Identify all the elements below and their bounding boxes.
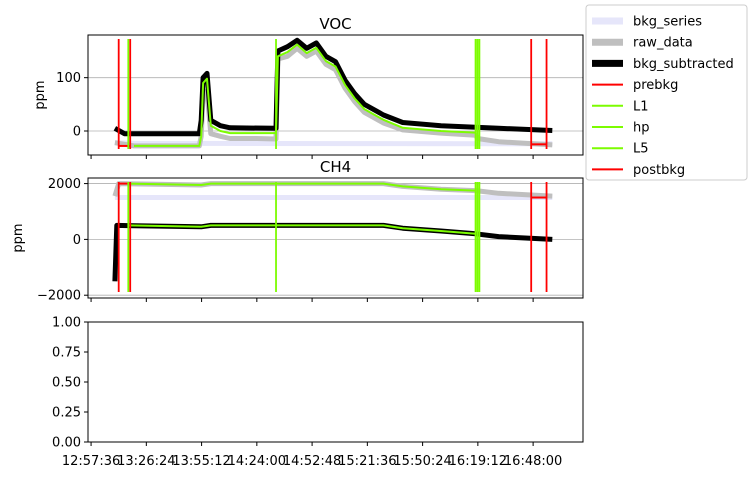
x-tick-label: 14:52:48 xyxy=(283,454,341,469)
y-tick-label: −2000 xyxy=(37,289,81,304)
x-tick-label: 13:26:24 xyxy=(117,454,175,469)
legend-label: L1 xyxy=(633,99,649,114)
y-tick-label: 2000 xyxy=(48,177,81,192)
x-tick-label: 14:24:00 xyxy=(228,454,286,469)
legend-label: bkg_subtracted xyxy=(633,57,734,72)
series-raw_data xyxy=(114,45,553,149)
y-tick-label: 0.25 xyxy=(52,406,81,421)
legend-label: L5 xyxy=(633,142,649,157)
y-tick-label: 0.75 xyxy=(52,346,81,361)
axes-frame xyxy=(87,177,584,299)
axes-frame xyxy=(87,321,584,443)
chart-title: CH4 xyxy=(320,158,351,176)
y-tick-label: 0.50 xyxy=(52,376,81,391)
y-tick-label: 0 xyxy=(73,233,81,248)
x-tick-label: 13:55:12 xyxy=(172,454,230,469)
axes-frame xyxy=(87,34,584,156)
segment-L1 xyxy=(128,182,476,192)
legend-frame xyxy=(585,4,748,181)
plot-area xyxy=(112,181,553,292)
panel-0: 0 100 VOC ppm xyxy=(33,15,584,159)
y-tick-label: 100 xyxy=(56,71,81,86)
y-tick-label: 0 xyxy=(73,125,81,140)
legend-label: hp xyxy=(633,121,650,136)
segment-L1 xyxy=(128,224,476,235)
y-axis-label: ppm xyxy=(33,80,48,109)
x-tick-label: 15:21:36 xyxy=(338,454,396,469)
legend-label: raw_data xyxy=(633,36,693,51)
panel-2: 0.00 0.25 0.50 0.75 1.00 12:57:3613:26:2413:5… xyxy=(52,316,584,469)
x-tick-label: 16:48:00 xyxy=(504,454,562,469)
plot-area xyxy=(113,37,553,149)
legend-label: bkg_series xyxy=(633,15,702,30)
chart-title: VOC xyxy=(319,15,351,33)
y-tick-label: 1.00 xyxy=(52,316,81,331)
panel-1: −2000 0 2000 CH4 ppm xyxy=(11,158,584,304)
x-tick-label: 16:19:12 xyxy=(449,454,507,469)
legend-label: postbkg xyxy=(633,163,685,178)
y-tick-label: 0.00 xyxy=(52,436,81,451)
series-bkg_subtracted xyxy=(113,37,553,137)
series-bkg_subtracted xyxy=(112,222,553,282)
x-tick-label: 12:57:36 xyxy=(62,454,120,469)
x-tick-label: 15:50:24 xyxy=(393,454,451,469)
legend-label: prebkg xyxy=(633,78,678,93)
segment-L1 xyxy=(134,43,476,147)
y-axis-label: ppm xyxy=(11,223,26,252)
